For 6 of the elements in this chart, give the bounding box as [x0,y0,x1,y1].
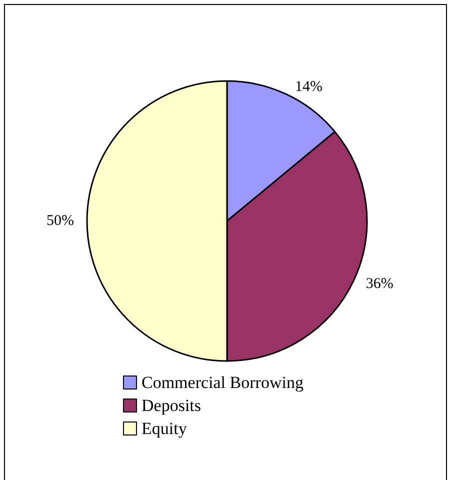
legend-label: Commercial Borrowing [142,373,304,392]
legend-label: Equity [142,419,188,438]
data-label: 14% [295,79,323,96]
legend-label: Deposits [142,396,201,415]
data-label: 50% [46,213,74,229]
data-label: 36% [366,276,394,292]
